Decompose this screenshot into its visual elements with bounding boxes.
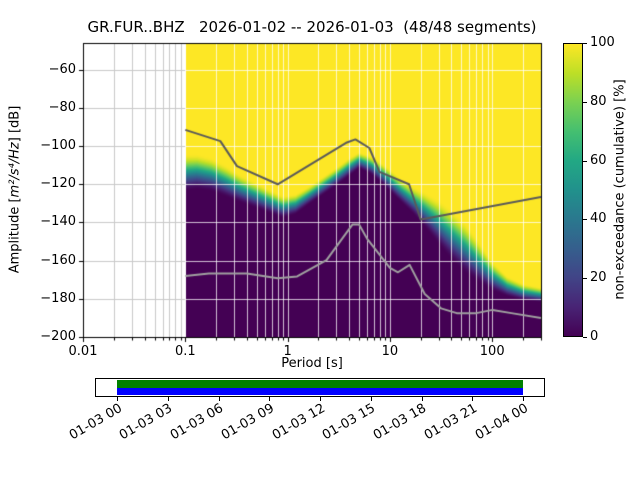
x-tick-label: 10 [381, 344, 399, 359]
colorbar-tick [583, 161, 587, 162]
timeline-tick [422, 397, 423, 401]
y-tick-label: −120 [40, 176, 76, 192]
colorbar-tick-label: 60 [590, 152, 607, 168]
x-tick-label: 0.1 [174, 344, 196, 359]
colorbar-tick [583, 102, 587, 103]
y-tick-label: −160 [40, 252, 76, 268]
colorbar-tick [583, 219, 587, 220]
y-tick-label: −140 [40, 214, 76, 230]
colorbar-tick [583, 278, 587, 279]
x-tick-label: 0.01 [68, 344, 98, 359]
chart-title: GR.FUR..BHZ 2026-01-02 -- 2026-01-03 (48… [87, 18, 537, 36]
timeline-tick [523, 397, 524, 401]
colorbar-tick-label: 0 [590, 329, 599, 344]
timeline-tick [371, 397, 372, 401]
colorbar-tick-label: 100 [590, 35, 615, 50]
timeline-tick [269, 397, 270, 401]
timeline-tick [168, 397, 169, 401]
timeline-coverage-processed [117, 380, 523, 388]
timeline-coverage-data [117, 388, 523, 395]
y-tick-label: −60 [48, 61, 76, 77]
x-axis-label: Period [s] [281, 356, 343, 371]
colorbar-tick-label: 20 [590, 270, 607, 286]
colorbar-tick-label: 40 [590, 211, 607, 227]
timeline-tick [117, 397, 118, 401]
colorbar-tick [583, 43, 587, 44]
timeline-tick [472, 397, 473, 401]
timeline-tick [320, 397, 321, 401]
x-tick-label: 100 [479, 344, 505, 359]
timeline-tick [219, 397, 220, 401]
colorbar-tick [583, 337, 587, 338]
y-tick-label: −180 [40, 290, 76, 306]
colorbar [563, 43, 583, 337]
y-tick-label: −100 [40, 138, 76, 154]
y-tick-label: −80 [48, 99, 76, 115]
y-tick-label: −200 [40, 329, 76, 344]
x-tick-label: 1 [283, 344, 292, 359]
colorbar-tick-label: 80 [590, 93, 607, 109]
colorbar-label: non-exceedance (cumulative) [%] [612, 79, 628, 300]
